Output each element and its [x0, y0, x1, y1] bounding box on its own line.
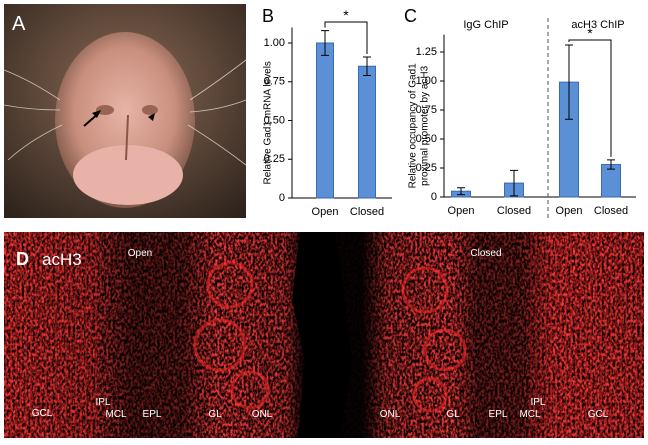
y-tick-label: 1.00 — [264, 37, 285, 49]
error-bar — [510, 169, 518, 197]
y-tick-label: 1.00 — [416, 75, 437, 87]
layer-label: GCL — [32, 408, 53, 419]
significance-bracket — [568, 39, 612, 157]
panel-label: C — [404, 6, 417, 26]
layer-label: GCL — [588, 409, 609, 420]
y-axis-label: Relative Gad1 mRNA levels — [263, 61, 274, 184]
condition-label: Closed — [470, 248, 501, 259]
layer-label: IPL — [95, 397, 110, 408]
photo-panel: A — [3, 4, 247, 218]
layer-label: EPL — [489, 409, 508, 420]
y-axis-label: Relative occupancy of Gad1 — [408, 63, 419, 189]
y-tick-label: 0.25 — [264, 153, 285, 165]
layer-label: MCL — [105, 409, 127, 420]
x-tick-label: Open — [312, 206, 339, 218]
stain-label: acH3 — [42, 250, 82, 269]
layer-label: ONL — [380, 409, 401, 420]
panel-label: D — [16, 249, 29, 269]
x-tick-label: Open — [448, 205, 475, 217]
y-tick-label: 1.25 — [416, 46, 437, 58]
layer-label: MCL — [519, 409, 541, 420]
y-tick-label: 0.75 — [264, 76, 285, 88]
bar — [358, 65, 376, 199]
x-tick-label: Open — [556, 205, 583, 217]
significance-label: * — [343, 7, 349, 23]
layer-label: GL — [446, 409, 460, 420]
x-tick-label: Closed — [594, 205, 628, 217]
chart: C Relative occupancy of Gad1 proximal prom… — [404, 6, 636, 219]
group-label: acH3 ChIP — [571, 19, 624, 31]
group-label: IgG ChIP — [463, 19, 508, 31]
y-tick-label: 0 — [279, 192, 285, 204]
bar — [316, 42, 334, 199]
y-tick-label: 0.25 — [416, 162, 437, 174]
image-panel — [4, 232, 644, 438]
x-tick-label: Closed — [350, 206, 384, 218]
layer-label: IPL — [530, 397, 545, 408]
significance-bracket — [324, 21, 368, 54]
image-labels: D acH3 Open Closed — [16, 248, 502, 269]
y-tick-label: 0 — [431, 191, 437, 203]
y-tick-label: 0.50 — [264, 114, 285, 126]
y-tick-label: 0.50 — [416, 133, 437, 145]
chart: B Relative Gad1 mRNA levels 0 0.25 0.50 0.75 1… — [262, 6, 392, 218]
error-bar — [565, 44, 573, 120]
error-bar — [363, 56, 371, 77]
error-bar — [321, 30, 329, 56]
error-bar — [607, 159, 615, 170]
layer-label: EPL — [143, 409, 162, 420]
layer-label: ONL — [252, 409, 273, 420]
x-tick-label: Closed — [497, 205, 531, 217]
panel-label: A — [12, 13, 26, 35]
y-tick-label: 0.75 — [416, 104, 437, 116]
error-bar — [457, 187, 465, 196]
significance-label: * — [587, 25, 593, 41]
layer-label: GL — [208, 409, 222, 420]
condition-label: Open — [128, 248, 152, 259]
panel-label: B — [262, 6, 274, 26]
y-axis-label: proximal promoter by acH3 — [420, 65, 431, 185]
